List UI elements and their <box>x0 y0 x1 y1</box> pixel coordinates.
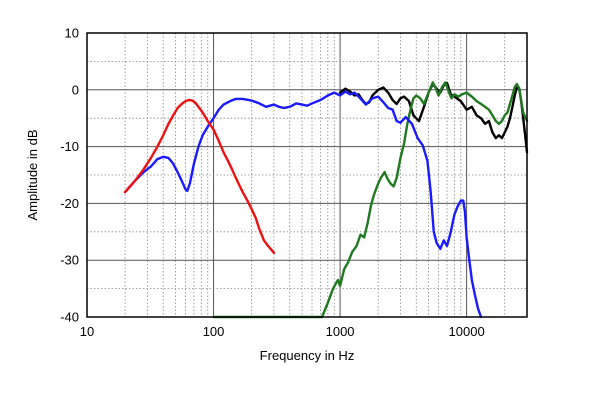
y-tick-label: 10 <box>65 26 79 41</box>
x-tick-label: 100 <box>203 324 225 339</box>
y-tick-label: -40 <box>60 310 79 325</box>
y-tick-label: -20 <box>60 196 79 211</box>
series-line-1 <box>338 81 529 154</box>
series-line-2 <box>212 81 529 319</box>
y-tick-labels: -40 -30 -20 -10 0 10 <box>60 26 79 325</box>
y-axis-title: Amplitude in dB <box>25 129 40 220</box>
series-group <box>123 81 529 319</box>
y-tick-label: -30 <box>60 253 79 268</box>
x-tick-label: 10000 <box>449 324 485 339</box>
series-line-4 <box>123 98 276 255</box>
x-axis-title: Frequency in Hz <box>260 348 355 363</box>
grid <box>86 32 528 318</box>
x-tick-label: 1000 <box>326 324 355 339</box>
plot-frame <box>86 32 528 318</box>
series-line-3 <box>123 90 483 319</box>
x-tick-labels: 10 100 1000 10000 <box>80 324 485 339</box>
x-tick-label: 10 <box>80 324 94 339</box>
y-tick-label: 0 <box>72 82 79 97</box>
y-tick-label: -10 <box>60 139 79 154</box>
